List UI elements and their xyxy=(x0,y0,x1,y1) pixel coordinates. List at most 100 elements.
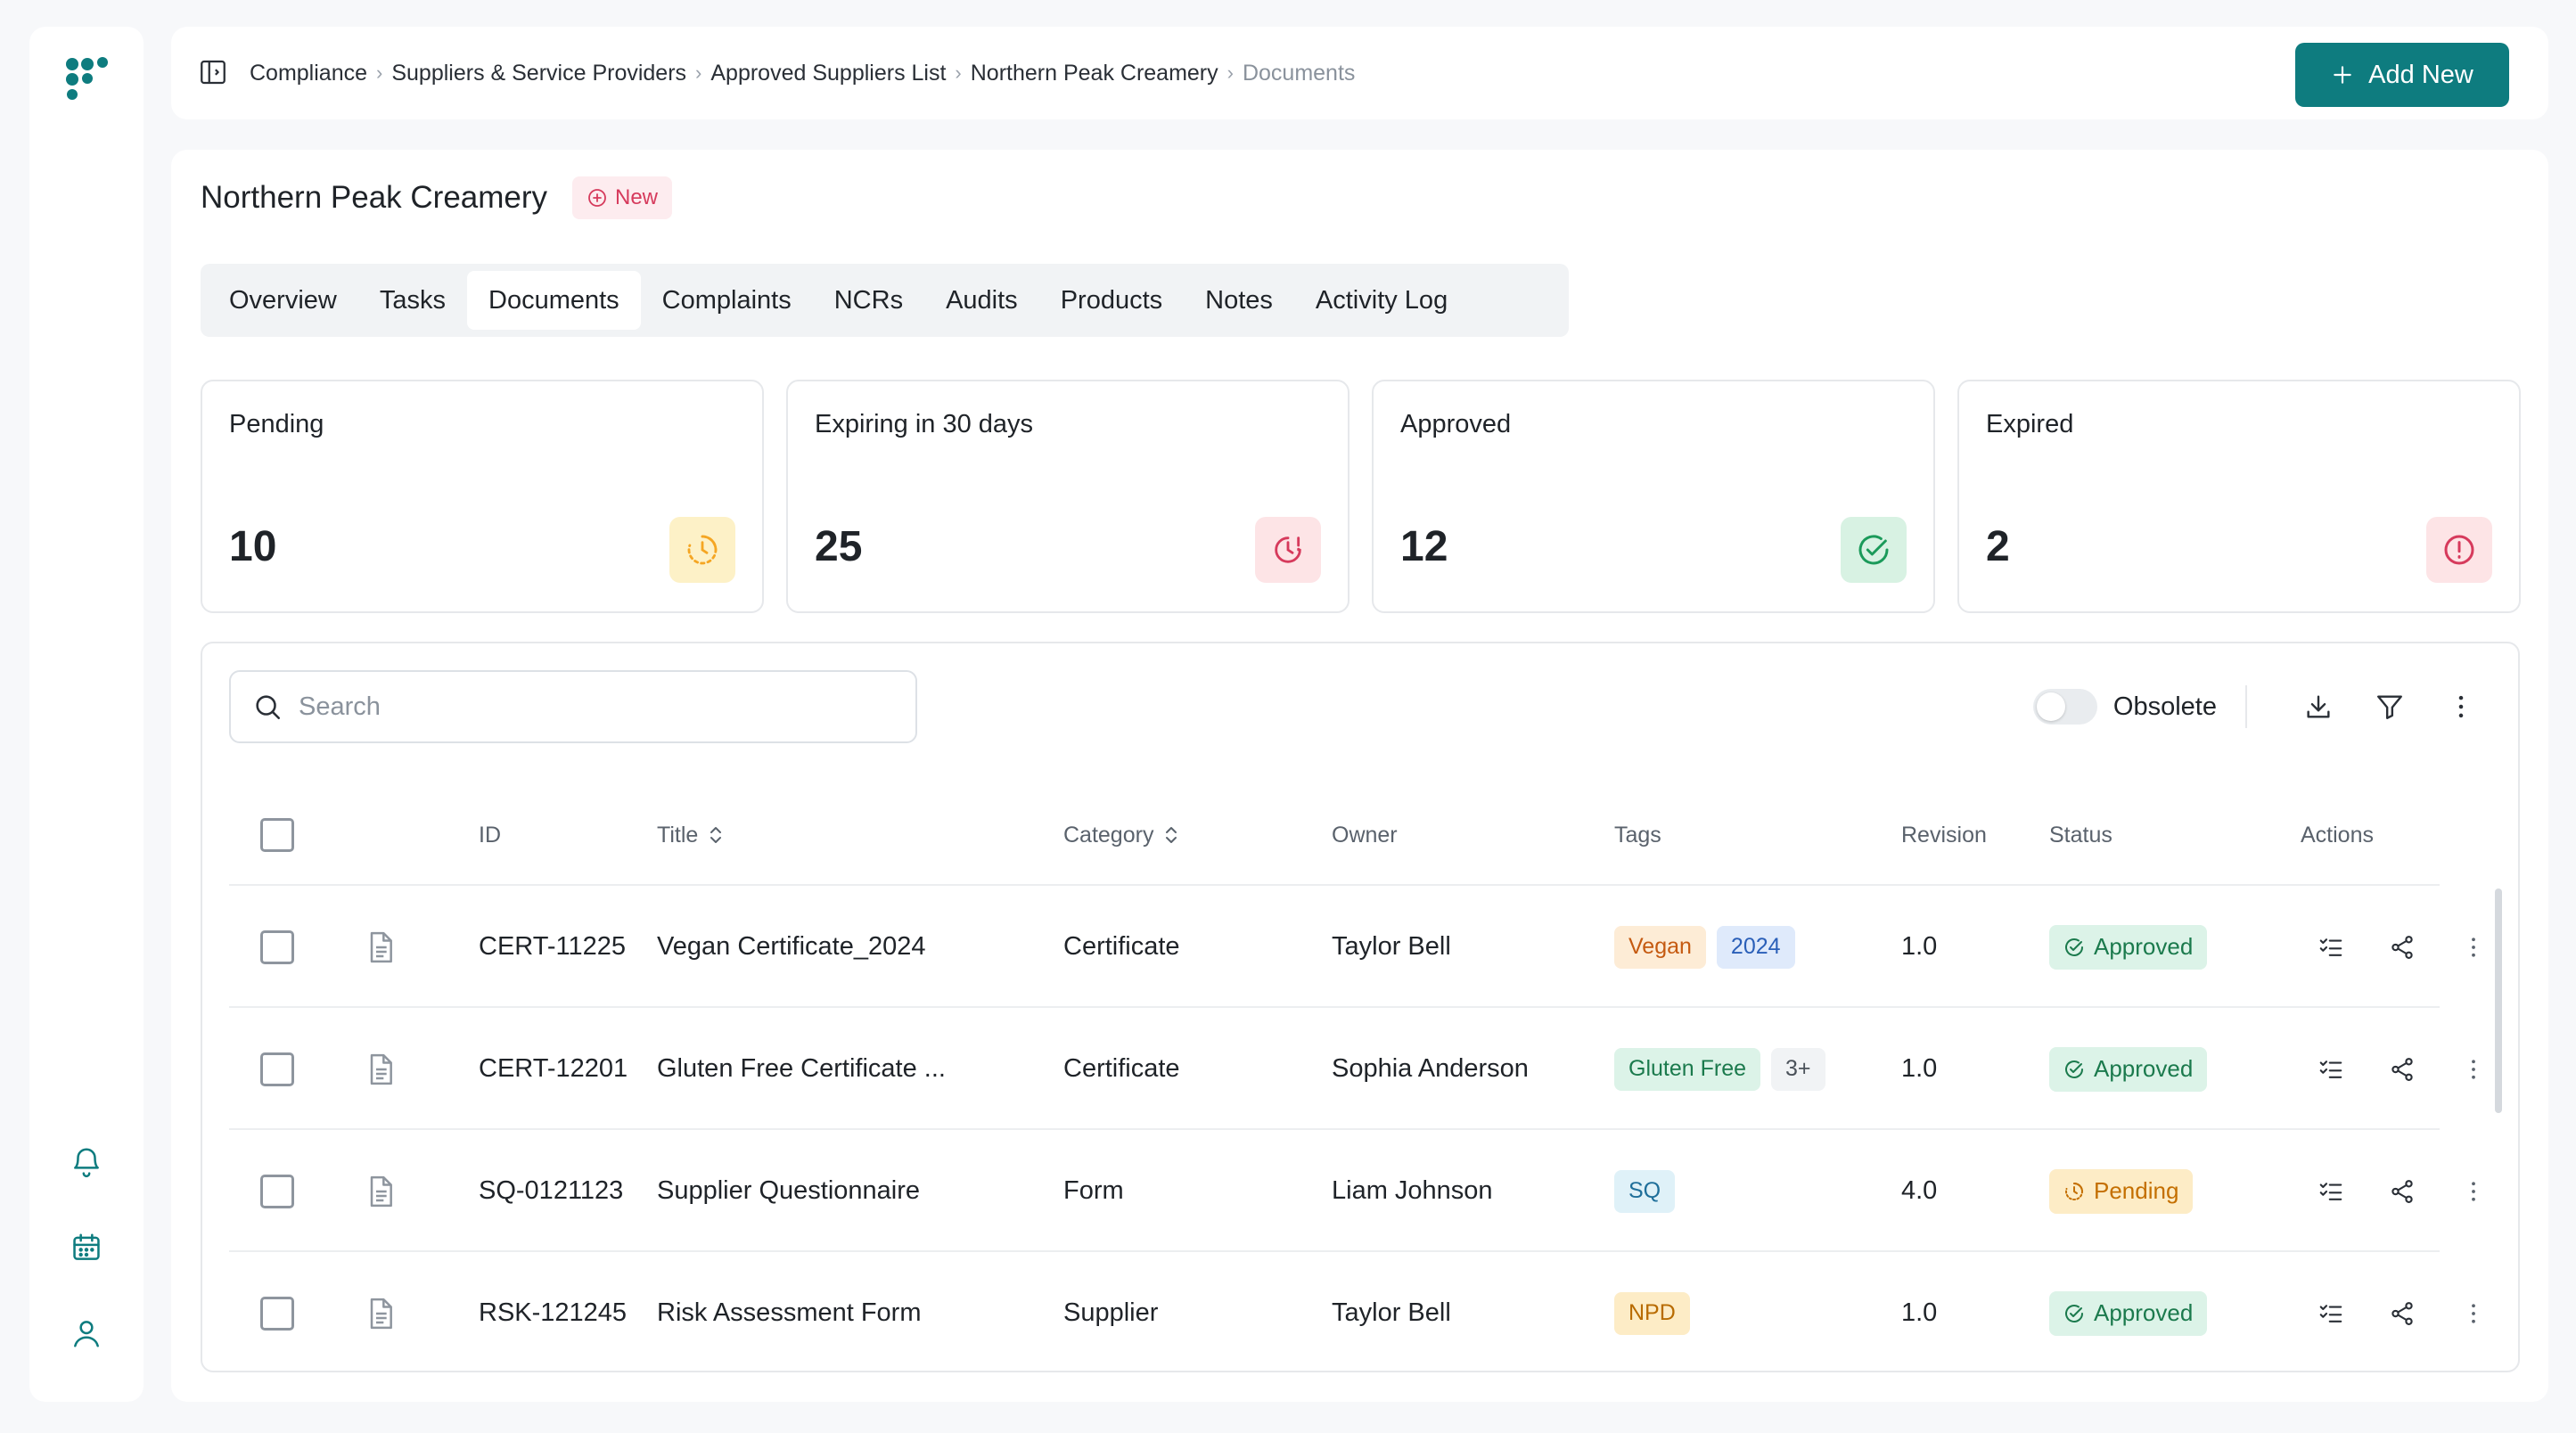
more-vertical-icon[interactable] xyxy=(2440,685,2482,728)
more-vertical-icon[interactable] xyxy=(2454,1294,2493,1333)
tab-notes[interactable]: Notes xyxy=(1205,285,1273,315)
share-icon[interactable] xyxy=(2383,1294,2422,1333)
checklist-icon[interactable] xyxy=(2311,928,2350,967)
cell-id: CERT-11225 xyxy=(479,932,626,961)
breadcrumb: Compliance › Suppliers & Service Provide… xyxy=(250,27,1355,119)
table-scrollbar[interactable] xyxy=(2495,888,2502,1113)
user-icon[interactable] xyxy=(67,1314,106,1353)
stat-card-pending[interactable]: Pending 10 xyxy=(201,380,764,613)
tab-activity-log[interactable]: Activity Log xyxy=(1315,285,1448,315)
select-all-cell xyxy=(260,786,294,884)
row-checkbox-cell xyxy=(260,1252,294,1371)
row-checkbox[interactable] xyxy=(260,929,294,964)
share-icon[interactable] xyxy=(2383,1172,2422,1211)
breadcrumb-compliance[interactable]: Compliance xyxy=(250,60,368,86)
stat-card-expiring[interactable]: Expiring in 30 days 25 xyxy=(786,380,1350,613)
cell-revision: 1.0 xyxy=(1901,1054,1938,1083)
tab-products[interactable]: Products xyxy=(1060,285,1163,315)
cell-title[interactable]: Vegan Certificate_2024 xyxy=(657,932,926,961)
cell-status: Approved xyxy=(2049,1008,2208,1130)
cell-actions xyxy=(2311,886,2493,1008)
column-owner: Owner xyxy=(1332,822,1398,848)
toggle-knob xyxy=(2036,692,2065,721)
tag: Gluten Free xyxy=(1614,1047,1761,1091)
checklist-icon[interactable] xyxy=(2311,1294,2350,1333)
select-all-checkbox[interactable] xyxy=(260,818,294,852)
cell-tags: SQ xyxy=(1614,1130,1686,1252)
column-revision: Revision xyxy=(1901,822,1987,848)
more-tags-badge[interactable]: 3+ xyxy=(1771,1047,1825,1091)
search-box[interactable] xyxy=(229,670,917,743)
row-checkbox[interactable] xyxy=(260,1052,294,1086)
calendar-icon[interactable] xyxy=(67,1228,106,1267)
breadcrumb-suppliers[interactable]: Suppliers & Service Providers xyxy=(391,60,687,86)
cell-title[interactable]: Supplier Questionnaire xyxy=(657,1176,921,1205)
column-category[interactable]: Category xyxy=(1063,786,1180,884)
table-row[interactable]: SQ-0121123 Supplier Questionnaire Form L… xyxy=(229,1128,2475,1252)
cell-tags: Vegan 2024 xyxy=(1614,886,1806,1008)
plus-icon xyxy=(2334,66,2351,84)
table-row[interactable]: CERT-11225 Vegan Certificate_2024 Certif… xyxy=(229,884,2475,1008)
cell-owner: Sophia Anderson xyxy=(1332,1054,1529,1083)
cell-status: Approved xyxy=(2049,886,2208,1008)
checklist-icon[interactable] xyxy=(2311,1172,2350,1211)
sort-icon[interactable] xyxy=(707,824,725,846)
status-badge: Approved xyxy=(2049,1290,2208,1336)
row-checkbox-cell xyxy=(260,1130,294,1252)
alert-circle-icon xyxy=(2426,517,2492,583)
stat-value: 25 xyxy=(815,523,863,570)
row-checkbox-cell xyxy=(260,1008,294,1130)
column-title[interactable]: Title xyxy=(657,786,725,884)
tab-documents[interactable]: Documents xyxy=(467,271,641,330)
row-checkbox[interactable] xyxy=(260,1174,294,1208)
panel-toggle-icon[interactable] xyxy=(198,57,228,87)
cell-actions xyxy=(2311,1252,2493,1371)
bell-icon[interactable] xyxy=(67,1142,106,1182)
stat-label: Expired xyxy=(1986,410,2074,438)
download-icon[interactable] xyxy=(2297,685,2340,728)
table-header: ID Title Category Owner Tags Revision St… xyxy=(229,786,2440,884)
tab-audits[interactable]: Audits xyxy=(946,285,1018,315)
status-badge: Approved xyxy=(2049,924,2208,970)
cell-title[interactable]: Risk Assessment Form xyxy=(657,1298,922,1327)
filter-icon[interactable] xyxy=(2368,685,2411,728)
clock-icon xyxy=(669,517,735,583)
tab-overview[interactable]: Overview xyxy=(229,285,337,315)
document-icon xyxy=(363,886,398,1008)
app-logo[interactable] xyxy=(62,53,113,105)
cell-category: Supplier xyxy=(1063,1298,1159,1327)
share-icon[interactable] xyxy=(2383,928,2422,967)
cell-id: SQ-0121123 xyxy=(479,1176,624,1205)
more-vertical-icon[interactable] xyxy=(2454,1050,2493,1089)
tab-bar: Overview Tasks Documents Complaints NCRs… xyxy=(201,264,1569,337)
column-tags: Tags xyxy=(1614,822,1661,848)
share-icon[interactable] xyxy=(2383,1050,2422,1089)
stat-value: 10 xyxy=(229,523,277,570)
breadcrumb-approved-suppliers[interactable]: Approved Suppliers List xyxy=(710,60,947,86)
cell-title[interactable]: Gluten Free Certificate ... xyxy=(657,1054,946,1083)
table-row[interactable]: RSK-121245 Risk Assessment Form Supplier… xyxy=(229,1250,2475,1371)
tab-tasks[interactable]: Tasks xyxy=(379,285,446,315)
checklist-icon[interactable] xyxy=(2311,1050,2350,1089)
sort-icon[interactable] xyxy=(1162,824,1180,846)
cell-revision: 1.0 xyxy=(1901,932,1938,961)
table-row[interactable]: CERT-12201 Gluten Free Certificate ... C… xyxy=(229,1006,2475,1130)
more-vertical-icon[interactable] xyxy=(2454,928,2493,967)
stat-label: Approved xyxy=(1400,410,1512,438)
tag: SQ xyxy=(1614,1169,1676,1213)
stat-card-expired[interactable]: Expired 2 xyxy=(1957,380,2521,613)
tab-ncrs[interactable]: NCRs xyxy=(833,285,904,315)
add-new-button[interactable]: Add New xyxy=(2295,43,2509,107)
breadcrumb-supplier[interactable]: Northern Peak Creamery xyxy=(970,60,1218,86)
stat-card-approved[interactable]: Approved 12 xyxy=(1372,380,1935,613)
tag: 2024 xyxy=(1716,925,1795,969)
breadcrumb-separator: › xyxy=(695,61,702,84)
obsolete-toggle[interactable] xyxy=(2032,689,2097,725)
document-icon xyxy=(363,1130,398,1252)
row-checkbox[interactable] xyxy=(260,1296,294,1331)
tag: Vegan xyxy=(1614,925,1706,969)
more-vertical-icon[interactable] xyxy=(2454,1172,2493,1211)
search-input[interactable] xyxy=(299,692,905,722)
tab-complaints[interactable]: Complaints xyxy=(661,285,792,315)
status-badge: Pending xyxy=(2049,1168,2194,1214)
